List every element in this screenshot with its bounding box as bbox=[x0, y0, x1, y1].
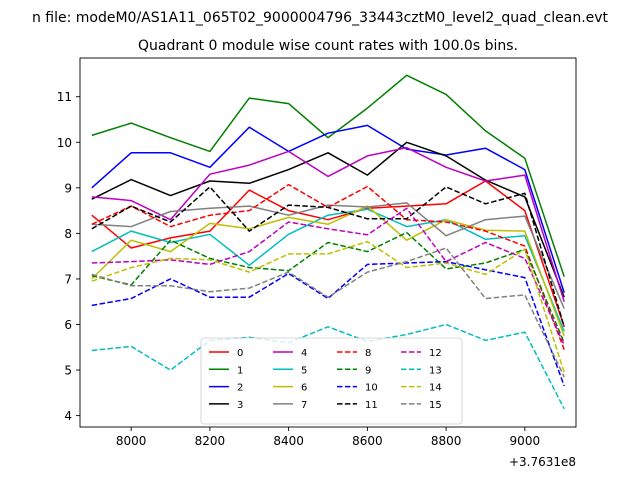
legend-label-14: 14 bbox=[429, 383, 442, 394]
series-line-7 bbox=[91, 202, 565, 309]
legend-label-7: 7 bbox=[301, 400, 307, 411]
legend-label-5: 5 bbox=[301, 365, 307, 376]
y-tick-label: 10 bbox=[57, 136, 72, 150]
legend-label-15: 15 bbox=[429, 400, 442, 411]
figure-suptitle: n file: modeM0/AS1A11_065T02_9000004796_… bbox=[32, 10, 609, 26]
legend-label-12: 12 bbox=[429, 348, 442, 359]
x-tick-label: 8000 bbox=[116, 434, 147, 448]
legend-label-2: 2 bbox=[237, 383, 243, 394]
series-line-2 bbox=[91, 124, 565, 293]
legend-label-0: 0 bbox=[237, 348, 243, 359]
x-tick-label: 8200 bbox=[195, 434, 226, 448]
y-tick-label: 9 bbox=[64, 181, 72, 195]
series-line-3 bbox=[91, 141, 565, 298]
series-line-5 bbox=[91, 208, 565, 332]
series-group bbox=[91, 74, 565, 410]
series-line-11 bbox=[91, 186, 565, 328]
x-tick-label: 8600 bbox=[352, 434, 383, 448]
series-line-4 bbox=[91, 146, 565, 302]
y-tick-label: 6 bbox=[64, 318, 72, 332]
plot-frame bbox=[79, 57, 577, 428]
legend-label-13: 13 bbox=[429, 365, 442, 376]
axes-group: 8000 8200 8400 8600 8800 90004567891011+3.763… bbox=[57, 57, 577, 469]
legend-label-6: 6 bbox=[301, 383, 307, 394]
legend-label-9: 9 bbox=[365, 365, 371, 376]
y-tick-label: 5 bbox=[64, 364, 72, 378]
y-tick-label: 4 bbox=[64, 409, 72, 423]
series-line-13 bbox=[91, 323, 565, 410]
y-tick-label: 7 bbox=[64, 272, 72, 286]
series-line-10 bbox=[91, 260, 565, 387]
legend-label-10: 10 bbox=[365, 383, 378, 394]
legend-box bbox=[200, 337, 463, 425]
x-tick-label: 8400 bbox=[273, 434, 304, 448]
series-line-14 bbox=[91, 240, 565, 373]
x-offset-label: +3.7631e8 bbox=[509, 455, 576, 469]
x-tick-label: 9000 bbox=[510, 434, 541, 448]
series-line-1 bbox=[91, 74, 565, 277]
legend-label-3: 3 bbox=[237, 400, 243, 411]
legend-label-8: 8 bbox=[365, 348, 371, 359]
series-line-15 bbox=[91, 247, 565, 378]
legend-label-4: 4 bbox=[301, 348, 307, 359]
series-line-6 bbox=[91, 205, 565, 337]
chart-title: Quadrant 0 module wise count rates with … bbox=[138, 38, 518, 54]
legend-label-1: 1 bbox=[237, 365, 243, 376]
series-line-9 bbox=[91, 231, 565, 343]
y-tick-label: 11 bbox=[57, 90, 72, 104]
x-tick-label: 8800 bbox=[431, 434, 462, 448]
y-tick-label: 8 bbox=[64, 227, 72, 241]
legend-label-11: 11 bbox=[365, 400, 378, 411]
series-line-12 bbox=[91, 207, 565, 346]
